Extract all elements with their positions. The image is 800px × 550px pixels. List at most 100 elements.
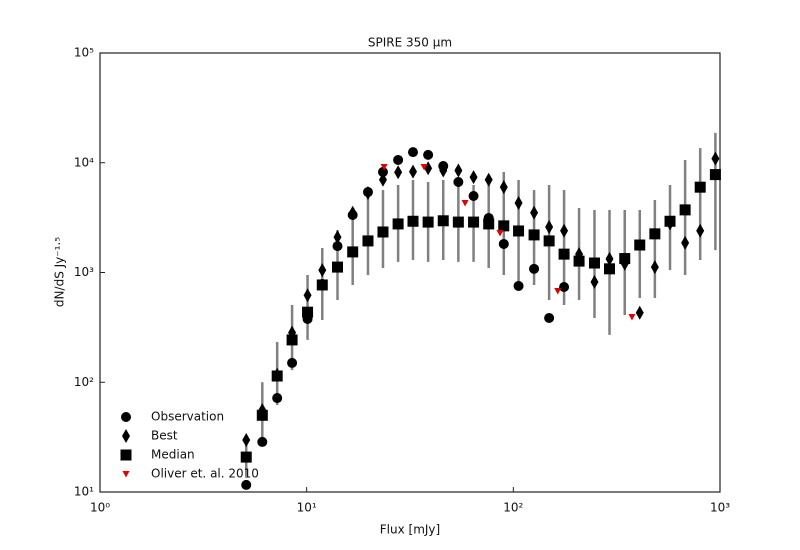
point	[590, 274, 599, 289]
point	[484, 172, 493, 187]
point	[454, 163, 463, 178]
point	[272, 393, 283, 404]
point	[514, 195, 523, 210]
point	[679, 204, 691, 216]
point	[694, 181, 706, 193]
point	[498, 220, 510, 232]
point	[257, 436, 268, 447]
point	[392, 218, 404, 230]
point	[513, 280, 524, 291]
point	[605, 251, 614, 266]
point	[530, 205, 539, 220]
point	[347, 246, 359, 258]
point	[604, 263, 616, 275]
point	[424, 161, 433, 176]
point	[619, 253, 631, 265]
plot-frame	[99, 52, 721, 493]
point	[377, 226, 389, 238]
point	[529, 263, 540, 274]
point	[380, 164, 388, 171]
point	[423, 149, 434, 160]
point	[499, 180, 508, 195]
legend-label: Observation	[151, 410, 224, 424]
point	[241, 479, 252, 490]
x-tick-label: 10³	[710, 501, 730, 515]
point	[394, 165, 403, 180]
point	[393, 154, 404, 165]
point	[573, 255, 585, 267]
point	[363, 186, 372, 201]
point	[332, 241, 343, 252]
point	[408, 147, 419, 158]
y-tick-label: 10⁴	[74, 155, 94, 169]
x-tick-label: 10²	[503, 501, 523, 515]
point	[333, 230, 342, 245]
y-tick-label: 10¹	[74, 485, 94, 499]
point	[498, 238, 509, 249]
point	[377, 166, 388, 177]
point	[287, 357, 298, 368]
y-tick-label: 10³	[74, 265, 94, 279]
point	[240, 451, 252, 463]
x-tick-label: 10¹	[297, 501, 317, 515]
point	[348, 205, 357, 220]
point	[634, 239, 646, 251]
legend-label: Median	[151, 448, 195, 462]
point	[554, 288, 562, 295]
y-tick-label: 10²	[74, 375, 94, 389]
legend-marker	[122, 471, 130, 478]
point	[543, 235, 555, 247]
point	[468, 190, 479, 201]
point	[453, 176, 464, 187]
point	[635, 305, 644, 320]
x-tick-label: 10⁰	[90, 501, 110, 515]
point	[409, 164, 418, 179]
point	[332, 261, 344, 273]
point	[528, 229, 540, 241]
chart-title: SPIRE 350 μm	[368, 36, 452, 50]
legend-marker	[120, 449, 132, 461]
point	[681, 235, 690, 250]
legend-marker	[122, 429, 130, 443]
point	[422, 216, 434, 228]
point	[256, 409, 268, 421]
point	[711, 151, 720, 166]
point	[302, 306, 314, 318]
point	[559, 281, 570, 292]
point	[468, 216, 480, 228]
point	[696, 223, 705, 238]
legend-label: Best	[151, 429, 178, 443]
point	[496, 230, 504, 237]
point	[407, 215, 419, 227]
point	[452, 216, 464, 228]
point	[545, 219, 554, 234]
point	[709, 169, 721, 181]
point	[650, 260, 659, 275]
legend-label: Oliver et. al. 2010	[151, 467, 259, 481]
point	[420, 164, 428, 171]
point	[513, 225, 525, 237]
point	[378, 172, 387, 187]
point	[461, 199, 469, 207]
point	[628, 314, 636, 321]
point	[318, 263, 327, 278]
point	[316, 279, 328, 291]
point	[560, 223, 569, 238]
point	[271, 370, 283, 382]
point	[437, 215, 449, 227]
point	[469, 170, 478, 185]
x-axis-label: Flux [mJy]	[380, 523, 440, 537]
point	[544, 312, 555, 323]
point	[362, 235, 374, 247]
point	[303, 288, 312, 303]
legend-marker	[121, 412, 131, 422]
point	[558, 248, 570, 260]
point	[575, 247, 584, 262]
point	[588, 257, 600, 269]
y-axis-label: dN/dS Jy⁻¹·⁵	[53, 237, 67, 307]
point	[242, 432, 251, 447]
point	[664, 215, 676, 227]
point	[286, 334, 298, 346]
